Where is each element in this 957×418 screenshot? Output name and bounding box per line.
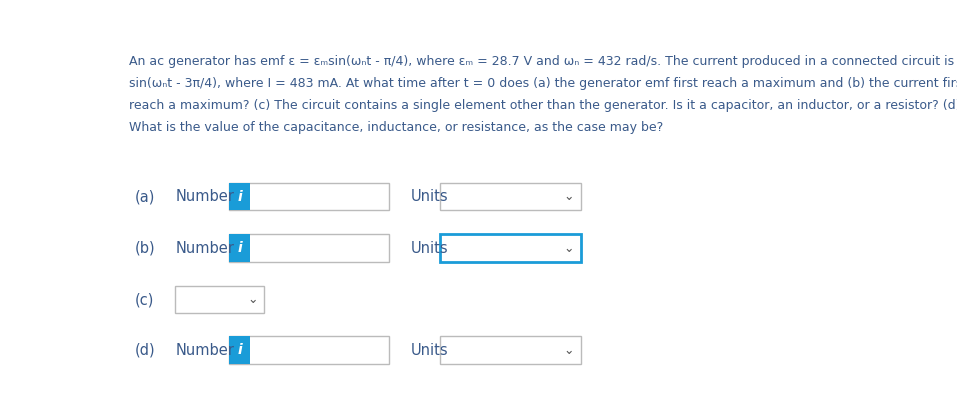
Text: ⌄: ⌄ [247,293,257,306]
Text: (c): (c) [135,292,154,307]
Text: ⌄: ⌄ [564,344,574,357]
Text: Number: Number [175,241,234,255]
FancyBboxPatch shape [175,286,264,313]
Text: i: i [237,343,242,357]
FancyBboxPatch shape [230,336,389,364]
Text: (b): (b) [135,241,155,255]
Text: ⌄: ⌄ [564,190,574,203]
Text: Units: Units [412,343,449,358]
FancyBboxPatch shape [440,336,581,364]
FancyBboxPatch shape [230,336,250,364]
Text: (d): (d) [135,343,155,358]
Text: Number: Number [175,343,234,358]
FancyBboxPatch shape [230,234,389,262]
Text: reach a maximum? (c) The circuit contains a single element other than the genera: reach a maximum? (c) The circuit contain… [128,99,957,112]
Text: Units: Units [412,241,449,255]
Text: ⌄: ⌄ [564,242,574,255]
Text: Units: Units [412,189,449,204]
Text: Number: Number [175,189,234,204]
FancyBboxPatch shape [440,234,581,262]
Text: What is the value of the capacitance, inductance, or resistance, as the case may: What is the value of the capacitance, in… [128,121,663,134]
FancyBboxPatch shape [230,183,389,210]
Text: (a): (a) [135,189,155,204]
Text: sin(ωₙt - 3π/4), where I = 483 mA. At what time after t = 0 does (a) the generat: sin(ωₙt - 3π/4), where I = 483 mA. At wh… [128,77,957,90]
FancyBboxPatch shape [230,183,250,210]
Text: i: i [237,241,242,255]
FancyBboxPatch shape [230,234,250,262]
FancyBboxPatch shape [440,183,581,210]
Text: An ac generator has emf ε = εₘsin(ωₙt - π/4), where εₘ = 28.7 V and ωₙ = 432 rad: An ac generator has emf ε = εₘsin(ωₙt - … [128,55,957,68]
Text: i: i [237,190,242,204]
